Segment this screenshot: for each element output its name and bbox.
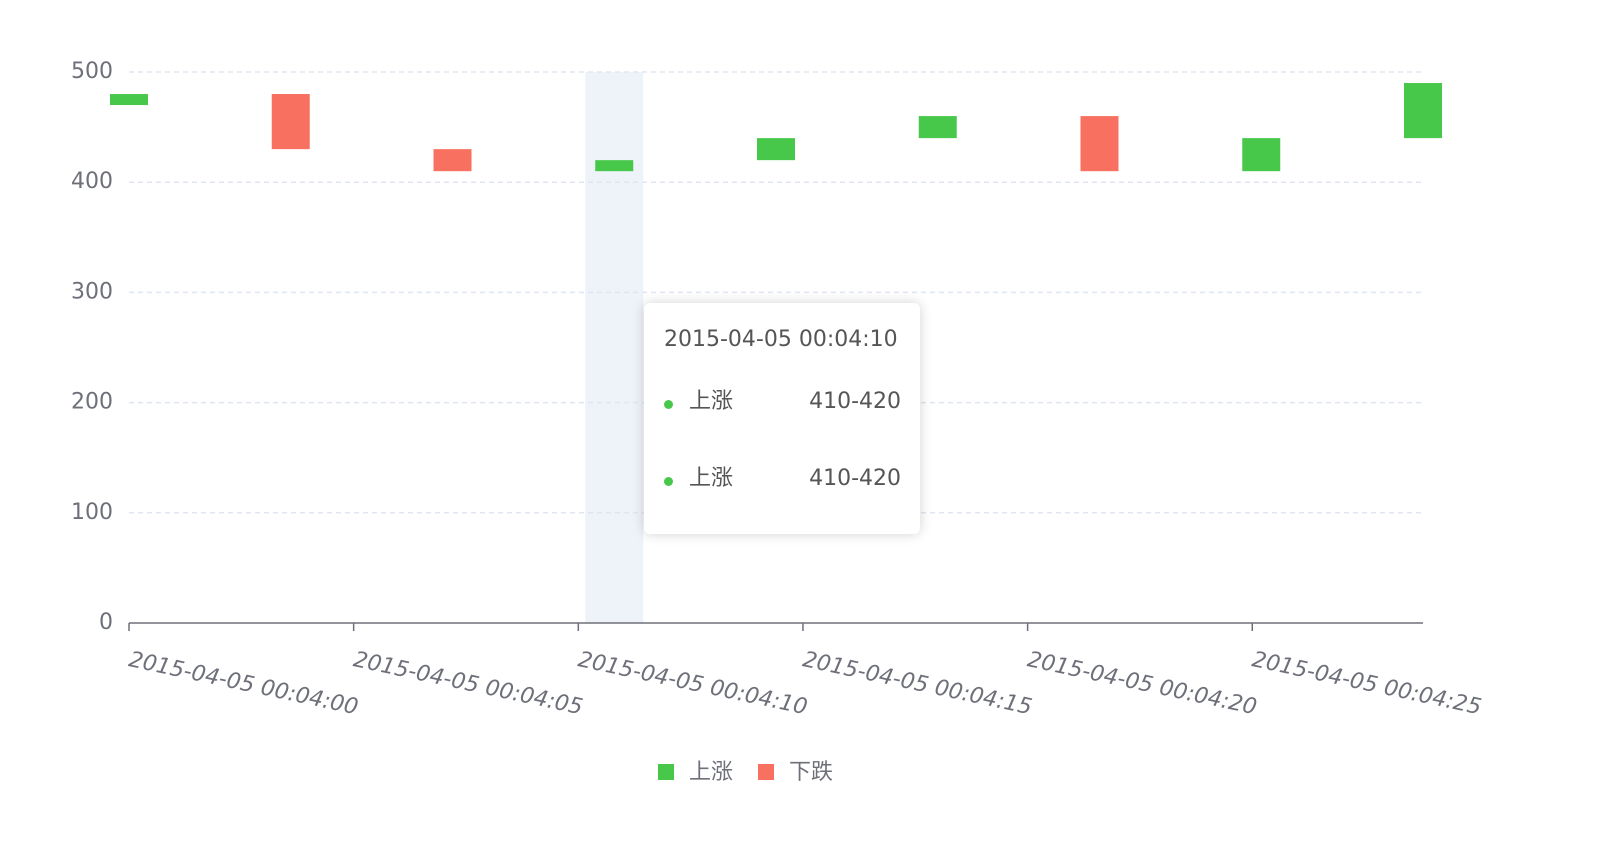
y-tick-label: 100 <box>71 500 113 525</box>
tooltip-value: 410-420 <box>809 466 901 491</box>
x-tick-label: 2015-04-05 00:04:10 <box>576 647 810 720</box>
tooltip-value: 410-420 <box>809 389 901 414</box>
x-tick-label: 2015-04-05 00:04:00 <box>127 647 361 720</box>
tooltip-row: 上涨 410-420 <box>664 466 901 492</box>
y-tick-label: 300 <box>71 279 113 304</box>
legend-label: 下跌 <box>789 760 833 785</box>
y-tick-label: 400 <box>71 169 113 194</box>
legend-label: 上涨 <box>689 760 733 785</box>
tooltip-dot <box>664 399 673 409</box>
x-tick-label: 2015-04-05 00:04:15 <box>800 647 1034 720</box>
y-tick-label: 0 <box>99 610 113 635</box>
bar <box>918 116 957 139</box>
tooltip: 2015-04-05 00:04:10 上涨 410-420 上涨 410-420 <box>644 303 920 534</box>
x-tick-label: 2015-04-05 00:04:20 <box>1025 647 1259 720</box>
tooltip-name: 上涨 <box>689 466 734 491</box>
tooltip-row: 上涨 410-420 <box>664 389 901 415</box>
bar <box>757 138 795 161</box>
x-tick-label: 2015-04-05 00:04:05 <box>351 647 585 720</box>
y-tick-label: 200 <box>71 390 113 415</box>
bar <box>433 149 472 172</box>
y-tick-label: 500 <box>71 59 113 84</box>
legend-swatch <box>658 764 674 780</box>
tooltip-dot <box>664 476 673 486</box>
legend-swatch <box>758 764 774 780</box>
bar <box>1404 83 1442 139</box>
hover-band <box>585 72 644 623</box>
bar <box>110 94 148 106</box>
x-tick-label: 2015-04-05 00:04:25 <box>1250 647 1484 720</box>
bar <box>271 94 310 150</box>
tooltip-name: 上涨 <box>689 389 734 414</box>
tooltip-title: 2015-04-05 00:04:10 <box>664 327 898 352</box>
bar <box>595 160 634 172</box>
bar <box>1242 138 1281 172</box>
bar <box>1080 116 1119 172</box>
